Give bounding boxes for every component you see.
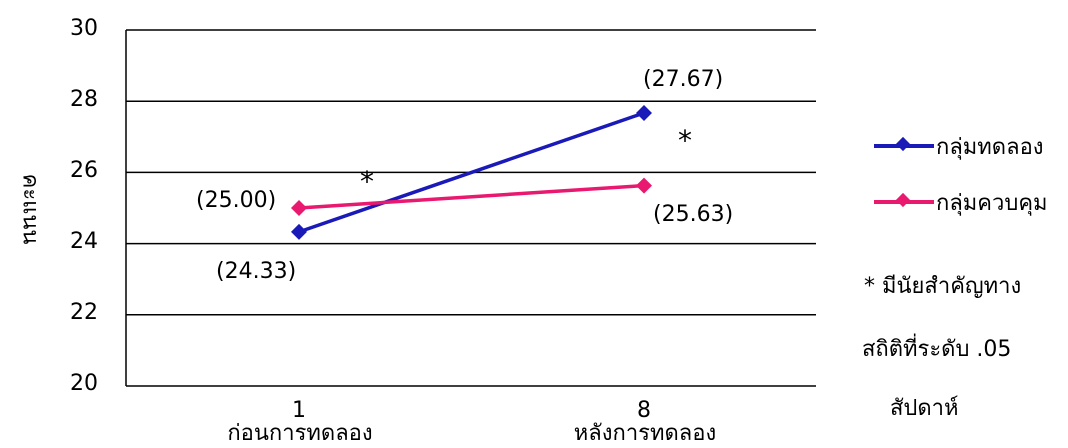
y-tick-label: 20 bbox=[70, 371, 98, 396]
data-point-marker bbox=[636, 104, 652, 121]
significance-note-line2: สถิติที่ระดับ .05 bbox=[862, 337, 1012, 362]
y-tick-label: 28 bbox=[70, 87, 98, 112]
legend-swatch bbox=[874, 136, 934, 152]
x-category-label: ก่อนการทดลอง bbox=[227, 421, 373, 446]
y-tick-label: 26 bbox=[70, 158, 98, 183]
y-tick-label: 22 bbox=[70, 300, 98, 325]
data-point-marker bbox=[636, 177, 652, 194]
data-label: (25.63) bbox=[653, 202, 734, 227]
significance-note-line1: * มีนัยสำคัญทาง bbox=[864, 274, 1022, 299]
y-tick-label: 24 bbox=[70, 229, 98, 254]
series-line-1 bbox=[298, 111, 645, 234]
legend-item-control: กลุ่มควบคุม bbox=[874, 187, 1048, 217]
y-tick-label: 30 bbox=[70, 16, 98, 41]
data-label: (24.33) bbox=[216, 259, 297, 284]
legend-label: กลุ่มควบคุม bbox=[936, 190, 1048, 216]
significance-marker: * bbox=[678, 124, 692, 157]
data-point-marker bbox=[291, 200, 307, 216]
legend-item-experimental: กลุ่มทดลอง bbox=[874, 131, 1044, 161]
y-axis-title: คะแนน bbox=[17, 173, 43, 245]
series-line-2 bbox=[298, 183, 645, 210]
data-label: (25.00) bbox=[196, 188, 277, 213]
data-label: (27.67) bbox=[643, 67, 724, 92]
x-category-label: หลังการทดลอง bbox=[573, 421, 717, 446]
x-tick-label: 8 bbox=[637, 398, 651, 423]
data-point-marker bbox=[291, 223, 307, 240]
significance-marker: * bbox=[360, 165, 374, 198]
legend-swatch bbox=[874, 192, 934, 208]
legend-label: กลุ่มทดลอง bbox=[936, 134, 1044, 160]
x-tick-label: 1 bbox=[292, 398, 306, 423]
x-axis-title: สัปดาห์ bbox=[890, 396, 959, 421]
